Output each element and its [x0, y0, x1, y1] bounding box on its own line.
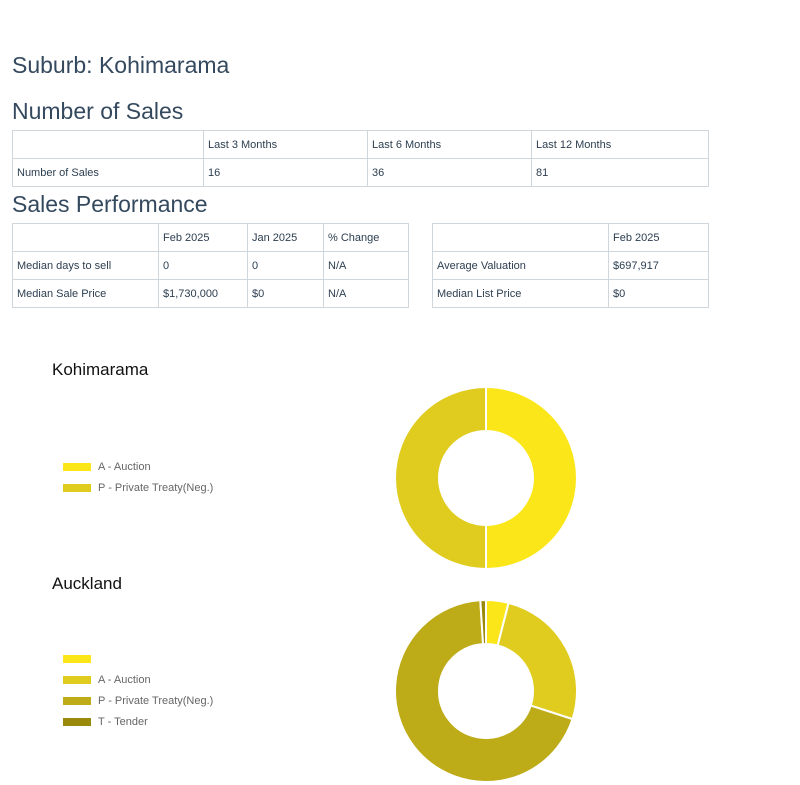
table-cell: 16 — [203, 158, 368, 187]
legend-label: T - Tender — [98, 715, 148, 728]
header-cell: Last 12 Months — [531, 130, 709, 159]
legend-swatch — [63, 483, 91, 492]
donut-chart-auckland — [394, 598, 578, 783]
table-cell: 0 — [158, 251, 248, 280]
legend-item[interactable]: A - Auction — [63, 669, 213, 690]
legend-label: P - Private Treaty(Neg.) — [98, 481, 214, 494]
legend-swatch — [63, 717, 91, 726]
row-label: Average Valuation — [432, 251, 609, 280]
header-cell: Feb 2025 — [158, 223, 248, 252]
table-row: Median Sale Price $1,730,000 $0 N/A — [12, 279, 409, 308]
donut-slice[interactable] — [485, 385, 578, 571]
table-cell: 81 — [531, 158, 709, 187]
table-row: Median List Price $0 — [432, 279, 709, 308]
row-label: Median List Price — [432, 279, 609, 308]
legend-swatch — [63, 675, 91, 684]
legend-item[interactable]: P - Private Treaty(Neg.) — [63, 690, 213, 711]
number-of-sales-heading: Number of Sales — [12, 98, 184, 124]
chart-legend-kohimarama: A - Auction P - Private Treaty(Neg.) — [63, 456, 213, 498]
row-label: Number of Sales — [12, 158, 204, 187]
chart-legend-auckland: A - Auction P - Private Treaty(Neg.) T -… — [63, 648, 213, 732]
table-cell: $1,730,000 — [158, 279, 248, 308]
legend-swatch — [63, 654, 91, 663]
table-cell: $0 — [247, 279, 324, 308]
table-row: Number of Sales 16 36 81 — [12, 158, 709, 187]
legend-label: P - Private Treaty(Neg.) — [98, 694, 214, 707]
table-cell: $0 — [608, 279, 709, 308]
table-row: Average Valuation $697,917 — [432, 251, 709, 280]
table-cell: N/A — [323, 251, 409, 280]
header-cell: Feb 2025 — [608, 223, 709, 252]
sales-performance-table: Feb 2025 Jan 2025 % Change Median days t… — [12, 223, 409, 308]
table-header-row: Last 3 Months Last 6 Months Last 12 Mont… — [12, 130, 709, 159]
header-cell: Last 3 Months — [203, 130, 368, 159]
row-label: Median Sale Price — [12, 279, 159, 308]
legend-item[interactable]: P - Private Treaty(Neg.) — [63, 477, 213, 498]
legend-item[interactable] — [63, 648, 213, 669]
chart-title-auckland: Auckland — [52, 574, 122, 593]
table-cell: N/A — [323, 279, 409, 308]
donut-slice[interactable] — [496, 601, 578, 721]
table-cell: 0 — [247, 251, 324, 280]
table-header-row: Feb 2025 — [432, 223, 709, 252]
header-cell — [432, 223, 609, 252]
donut-slice[interactable] — [394, 599, 574, 783]
page-title: Suburb: Kohimarama — [12, 52, 230, 78]
legend-item[interactable]: T - Tender — [63, 711, 213, 732]
legend-swatch — [63, 462, 91, 471]
donut-slice[interactable] — [479, 598, 487, 646]
legend-label: A - Auction — [98, 673, 151, 686]
table-cell: $697,917 — [608, 251, 709, 280]
legend-item[interactable]: A - Auction — [63, 456, 213, 477]
legend-label: A - Auction — [98, 460, 151, 473]
table-cell: 36 — [367, 158, 532, 187]
header-cell — [12, 130, 204, 159]
row-label: Median days to sell — [12, 251, 159, 280]
table-header-row: Feb 2025 Jan 2025 % Change — [12, 223, 409, 252]
donut-chart-kohimarama — [394, 385, 578, 571]
sales-performance-heading: Sales Performance — [12, 191, 208, 217]
table-row: Median days to sell 0 0 N/A — [12, 251, 409, 280]
header-cell — [12, 223, 159, 252]
legend-swatch — [63, 696, 91, 705]
donut-slice[interactable] — [394, 385, 487, 571]
chart-title-kohimarama: Kohimarama — [52, 360, 149, 379]
header-cell: Last 6 Months — [367, 130, 532, 159]
header-cell: Jan 2025 — [247, 223, 324, 252]
header-cell: % Change — [323, 223, 409, 252]
number-of-sales-table: Last 3 Months Last 6 Months Last 12 Mont… — [12, 130, 709, 187]
valuation-table: Feb 2025 Average Valuation $697,917 Medi… — [432, 223, 709, 308]
